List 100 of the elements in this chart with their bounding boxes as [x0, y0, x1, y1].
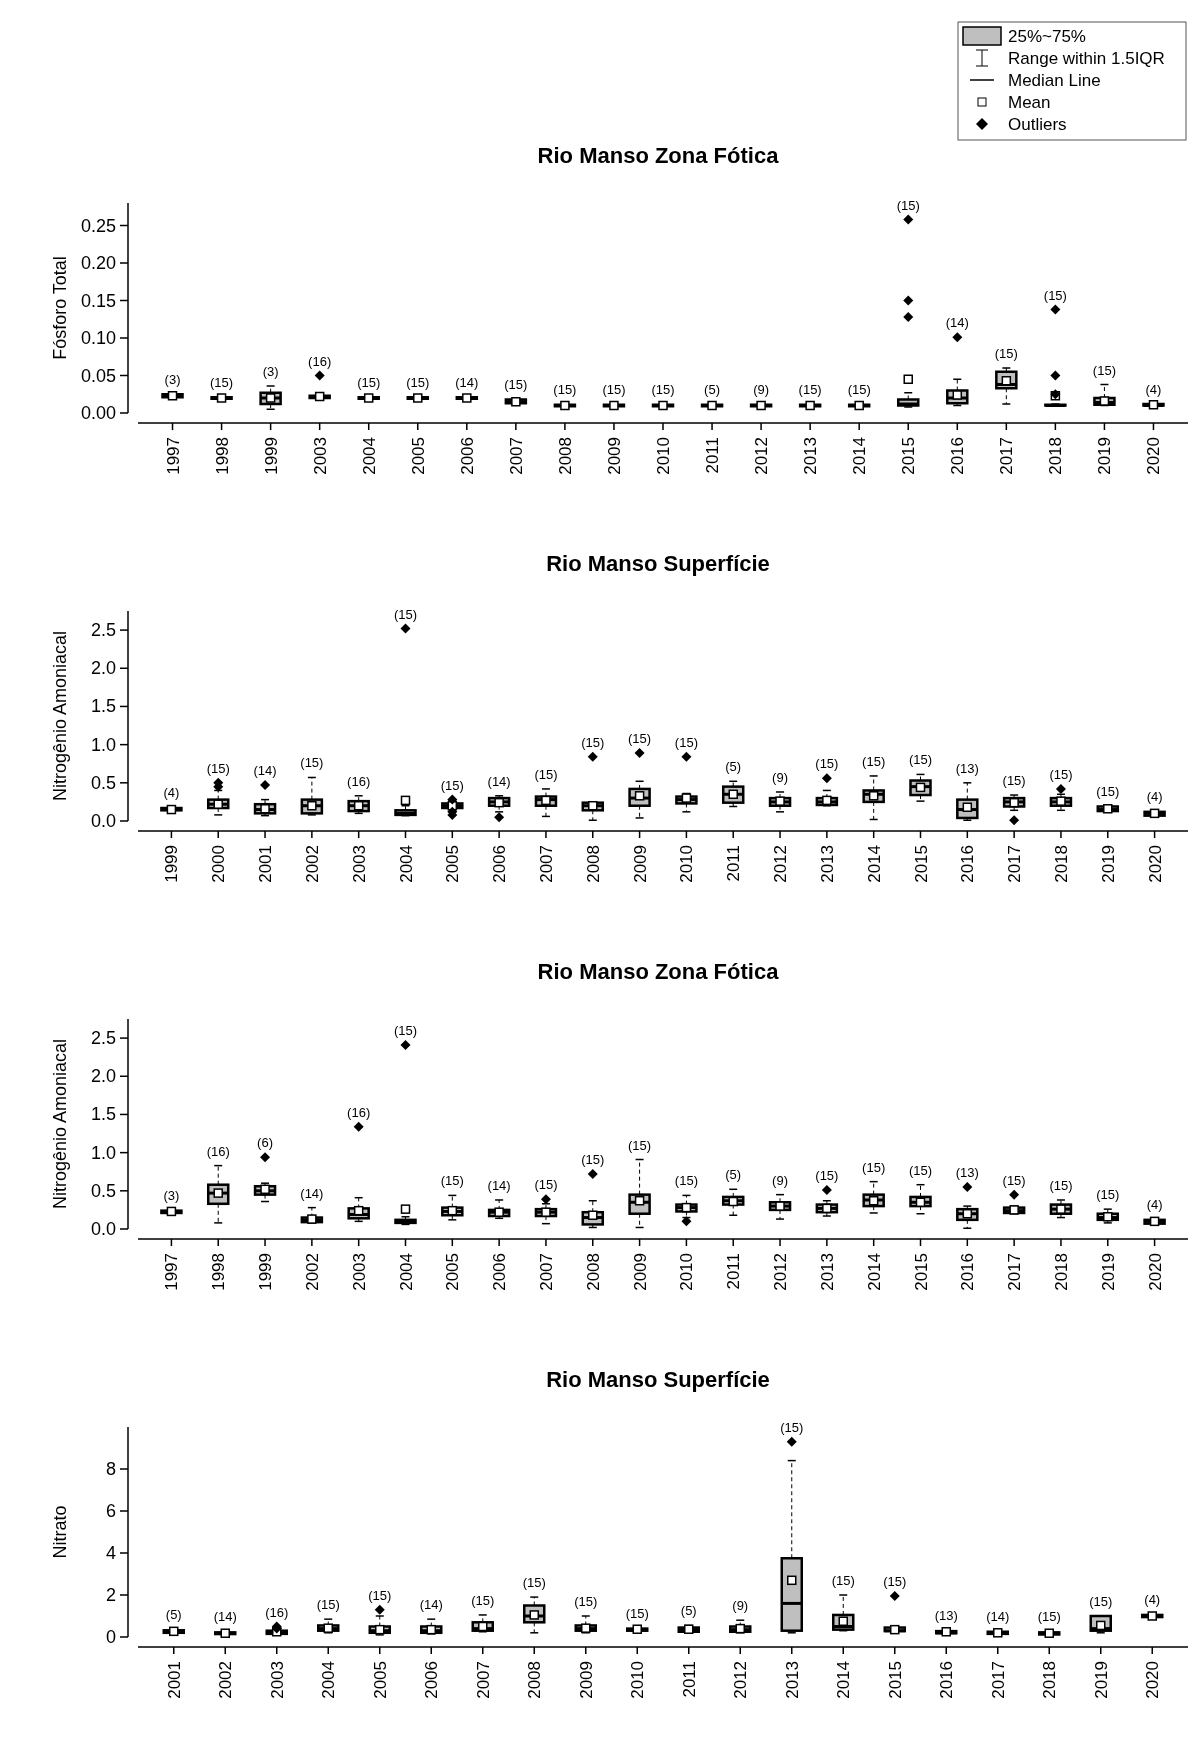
x-tick-label: 2003 [310, 437, 330, 475]
x-tick-label: 2000 [209, 845, 229, 883]
x-tick-label: 2015 [899, 437, 919, 475]
annotation: (9) [772, 769, 788, 785]
annotation: (9) [772, 1172, 788, 1188]
y-axis-title: Nitrogênio Amoniacal [50, 1038, 70, 1210]
annotation: (15) [908, 1162, 933, 1178]
x-tick-label: 2020 [1143, 1661, 1163, 1699]
annotation: (14) [487, 773, 511, 789]
annotation: (15) [406, 374, 430, 390]
x-tick-label: 2008 [583, 1253, 603, 1291]
x-tick-label: 2016 [937, 1661, 957, 1699]
x-tick-label: 2015 [885, 1661, 905, 1699]
annotation: (15) [300, 755, 324, 771]
annotation: (3) [262, 364, 279, 379]
x-tick-label: 2003 [349, 845, 369, 883]
x-tick-label: 2011 [724, 1253, 744, 1290]
x-tick-label: 2010 [654, 437, 673, 475]
annotation: (15) [674, 1173, 698, 1189]
x-tick-label: 2010 [628, 1661, 648, 1699]
annotation: (14) [253, 763, 277, 779]
x-tick-label: 2017 [1005, 845, 1025, 883]
annotation: (5) [704, 382, 720, 397]
annotation: (15) [316, 1597, 340, 1613]
x-tick-label: 2019 [1095, 437, 1115, 475]
annotation: (14) [300, 1185, 324, 1201]
chart-title: Rio Manso Superfície [546, 551, 770, 576]
x-tick-label: 2015 [911, 1253, 931, 1291]
annotation: (15) [883, 1574, 907, 1590]
y-axis-title: Nitrogênio Amoniacal [50, 630, 70, 802]
x-tick-label: 2014 [864, 845, 884, 883]
text: Range within 1.5IQR [1008, 49, 1165, 68]
x-tick-label: 2014 [864, 1253, 884, 1291]
x-tick-label: 2005 [370, 1661, 390, 1699]
x-tick-label: 2019 [1098, 1253, 1118, 1291]
annotation: (6) [257, 1135, 273, 1151]
x-tick-label: 2012 [752, 437, 772, 475]
y-tick-label: 2.0 [90, 1066, 116, 1087]
x-tick-label: 2005 [443, 845, 463, 883]
x-tick-label: 2002 [216, 1661, 236, 1699]
annotation: (15) [815, 756, 839, 772]
x-tick-label: 2010 [677, 1253, 697, 1291]
annotation: (15) [440, 1173, 464, 1189]
annotation: (5) [680, 1603, 697, 1619]
x-tick-label: 1999 [256, 1253, 276, 1291]
annotation: (15) [1049, 766, 1073, 782]
annotation: (15) [553, 382, 577, 397]
annotation: (15) [674, 734, 698, 750]
x-tick-label: 2004 [319, 1661, 339, 1699]
annotation: (14) [945, 315, 969, 331]
y-axis-title: Nitrato [50, 1505, 70, 1559]
x-tick-label: 2007 [536, 845, 556, 883]
y-tick-label: 1.0 [90, 734, 116, 755]
annotation: (5) [165, 1607, 182, 1623]
x-tick-label: 2007 [536, 1253, 556, 1291]
annotation: (15) [581, 734, 605, 750]
x-tick-label: 2009 [604, 437, 624, 475]
annotation: (9) [732, 1598, 749, 1614]
x-tick-label: 2011 [679, 1661, 699, 1698]
annotation: (15) [625, 1605, 649, 1621]
x-tick-label: 2019 [1091, 1661, 1111, 1699]
y-tick-label: 1.5 [90, 1104, 116, 1125]
x-tick-label: 2020 [1144, 437, 1164, 475]
annotation: (4) [163, 785, 180, 801]
x-tick-label: 2018 [1051, 1253, 1071, 1291]
annotation: (15) [815, 1168, 839, 1184]
x-tick-label: 2016 [958, 845, 978, 883]
y-tick-label: 4 [105, 1543, 116, 1563]
chart-title: Rio Manso Superfície [546, 1367, 770, 1392]
annotation: (15) [1089, 1594, 1113, 1609]
x-tick-label: 2020 [1145, 1253, 1165, 1291]
chart-title: Rio Manso Zona Fótica [537, 143, 780, 168]
annotation: (15) [862, 1159, 886, 1175]
x-tick-label: 2003 [349, 1253, 369, 1291]
x-tick-label: 2007 [506, 437, 526, 475]
x-tick-label: 1999 [162, 845, 182, 883]
y-axis-title: Fósforo Total [50, 256, 70, 360]
annotation: (15) [393, 1022, 418, 1038]
x-tick-label: 2009 [630, 1253, 650, 1291]
annotation: (9) [753, 382, 770, 397]
annotation: (15) [440, 777, 464, 793]
annotation: (14) [455, 374, 479, 390]
annotation: (15) [581, 1152, 605, 1168]
annotation: (15) [393, 606, 418, 622]
annotation: (15) [1096, 1187, 1120, 1203]
y-tick-label: 0 [105, 1627, 116, 1647]
y-tick-label: 0.5 [90, 772, 116, 793]
annotation: (15) [1002, 1172, 1026, 1188]
x-tick-label: 2006 [422, 1661, 442, 1699]
x-tick-label: 2004 [359, 437, 379, 475]
annotation: (13) [934, 1607, 958, 1623]
annotation: (14) [986, 1608, 1010, 1624]
annotation: (15) [1096, 783, 1120, 799]
text: Outliers [1008, 115, 1067, 134]
x-tick-label: 2013 [817, 1253, 837, 1291]
annotation: (3) [164, 372, 181, 388]
annotation: (15) [862, 753, 886, 769]
y-tick-label: 0.25 [80, 215, 116, 236]
x-tick-label: 2015 [911, 845, 931, 883]
x-tick-label: 2011 [724, 845, 744, 882]
